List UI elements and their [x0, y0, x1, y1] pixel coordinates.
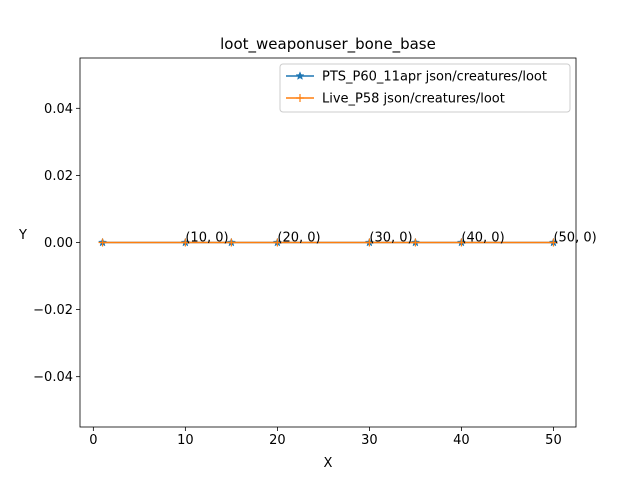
x-axis-label: X: [324, 456, 333, 471]
legend-box: [279, 63, 571, 113]
x-tick-label: 40: [453, 433, 470, 448]
legend-label: PTS_P60_11apr json/creatures/loot: [322, 70, 547, 85]
data-point: [365, 238, 374, 247]
data-point: [273, 238, 282, 247]
chart-title: loot_weaponuser_bone_base: [220, 35, 436, 54]
data-point: [411, 238, 420, 247]
y-tick-label: −0.02: [33, 303, 73, 318]
y-tick-label: 0.02: [44, 169, 73, 184]
y-axis-label: Y: [18, 228, 27, 243]
x-tick-label: 0: [89, 433, 97, 448]
data-point: [227, 238, 236, 247]
x-tick-label: 30: [361, 433, 378, 448]
y-tick-label: 0.04: [44, 102, 73, 117]
data-label: (30, 0): [369, 231, 412, 246]
y-tick-label: −0.04: [33, 370, 73, 385]
data-point: [549, 238, 558, 247]
y-tick-label: 0.00: [44, 236, 73, 251]
legend-marker: [296, 94, 304, 102]
legend-label: Live_P58 json/creatures/loot: [322, 92, 505, 107]
legend-marker: [295, 71, 305, 80]
x-tick-label: 50: [545, 433, 562, 448]
data-label: (50, 0): [553, 231, 596, 246]
data-point: [457, 238, 466, 247]
data-label: (20, 0): [277, 231, 320, 246]
legend: PTS_P60_11apr json/creatures/loot Live_P5…: [279, 63, 571, 113]
plot-area: (10, 0) (20, 0) (30, 0) (40, 0) (50, 0) 0 10 20…: [33, 57, 597, 448]
data-point: [181, 238, 190, 247]
x-tick-label: 10: [177, 433, 194, 448]
data-label: (40, 0): [461, 231, 504, 246]
data-point: [98, 238, 107, 247]
data-label: (10, 0): [185, 231, 228, 246]
x-tick-label: 20: [269, 433, 286, 448]
